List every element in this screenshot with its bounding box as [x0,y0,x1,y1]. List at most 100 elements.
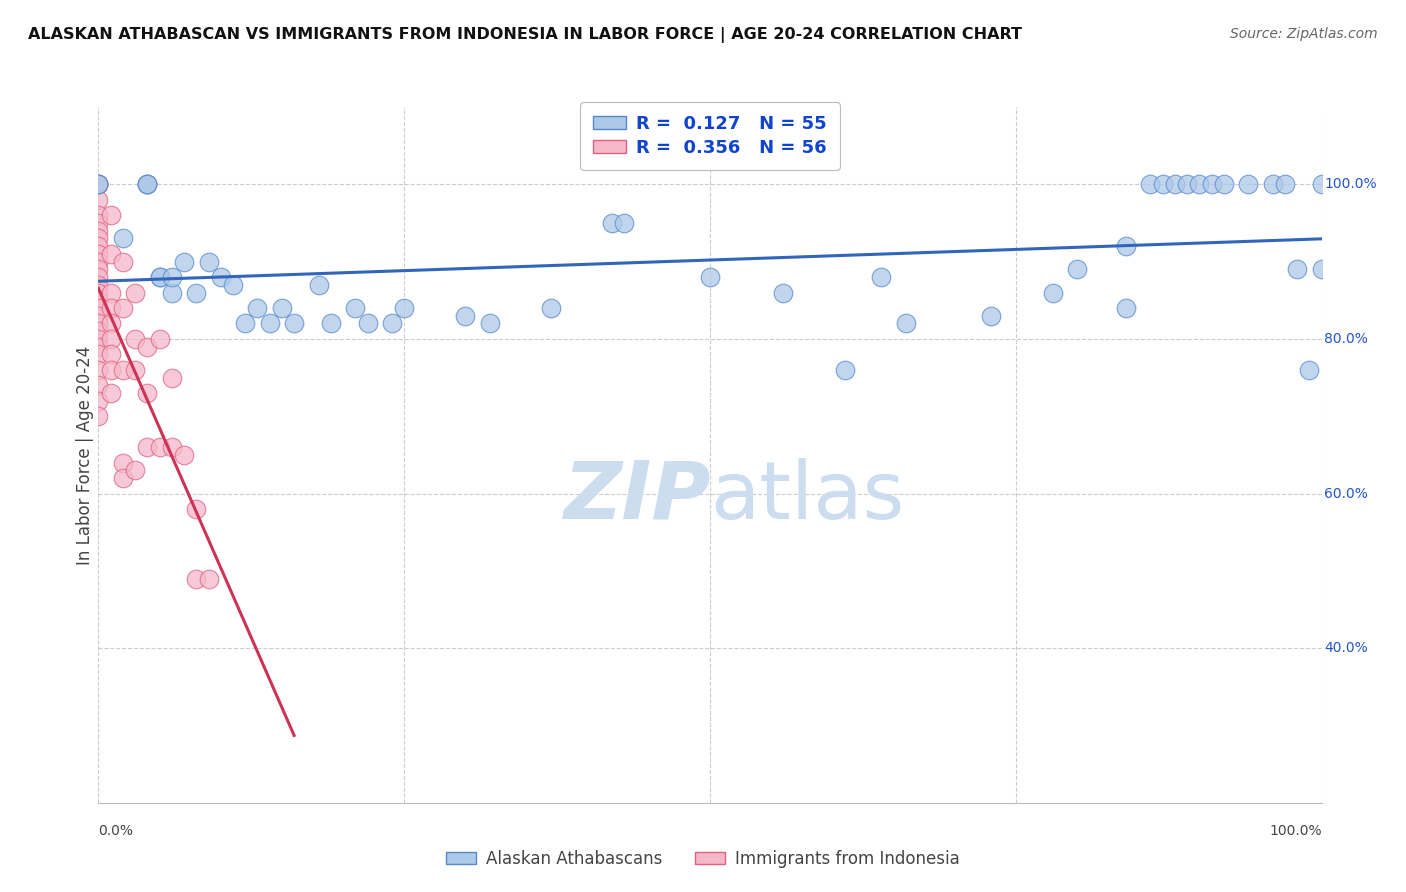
Point [1237,178,1260,192]
Point [1201,178,1223,192]
Point [980,309,1002,323]
Point [87,208,110,222]
Point [124,363,146,377]
Point [1286,262,1309,277]
Point [197,572,219,586]
Point [149,270,172,285]
Point [87,216,110,230]
Point [111,456,134,470]
Point [160,370,183,384]
Point [381,317,404,331]
Point [87,193,110,207]
Point [100,363,122,377]
Point [1261,178,1284,192]
Point [100,317,122,331]
Point [87,254,110,268]
Point [186,572,208,586]
Point [100,347,122,361]
Point [87,178,110,192]
Legend: Alaskan Athabascans, Immigrants from Indonesia: Alaskan Athabascans, Immigrants from Ind… [439,844,967,875]
Point [87,239,110,253]
Point [173,448,195,462]
Point [87,324,110,338]
Point [160,285,183,300]
Point [1310,178,1333,192]
Point [699,270,721,285]
Text: Source: ZipAtlas.com: Source: ZipAtlas.com [1230,27,1378,41]
Point [87,247,110,261]
Point [111,254,134,268]
Text: ZIP: ZIP [562,458,710,536]
Point [283,317,305,331]
Y-axis label: In Labor Force | Age 20-24: In Labor Force | Age 20-24 [76,345,94,565]
Text: 100.0%: 100.0% [1324,178,1376,192]
Point [87,277,110,292]
Point [100,301,122,315]
Point [87,332,110,346]
Point [894,317,917,331]
Point [136,340,159,354]
Point [344,301,367,315]
Point [100,332,122,346]
Point [308,277,330,292]
Point [540,301,562,315]
Point [233,317,256,331]
Point [87,378,110,392]
Point [100,247,122,261]
Point [392,301,416,315]
Point [186,502,208,516]
Text: 40.0%: 40.0% [1324,641,1368,656]
Point [270,301,294,315]
Point [87,224,110,238]
Point [1164,178,1187,192]
Point [87,178,110,192]
Point [136,440,159,454]
Point [87,301,110,315]
Point [1274,178,1296,192]
Point [160,440,183,454]
Point [160,270,183,285]
Point [87,317,110,331]
Point [173,254,195,268]
Point [870,270,893,285]
Point [1066,262,1088,277]
Point [149,332,172,346]
Point [100,386,122,401]
Point [87,178,110,192]
Point [87,178,110,192]
Point [1139,178,1161,192]
Point [613,216,636,230]
Point [600,216,623,230]
Point [124,332,146,346]
Text: 0.0%: 0.0% [98,823,134,838]
Point [319,317,342,331]
Point [87,293,110,308]
Point [87,363,110,377]
Point [87,347,110,361]
Point [454,309,477,323]
Point [136,386,159,401]
Point [1298,363,1320,377]
Point [1152,178,1174,192]
Point [87,340,110,354]
Point [186,285,208,300]
Point [87,393,110,408]
Point [87,270,110,285]
Point [111,231,134,245]
Point [100,285,122,300]
Point [87,262,110,277]
Point [149,440,172,454]
Point [87,309,110,323]
Text: 60.0%: 60.0% [1324,486,1368,500]
Point [1042,285,1064,300]
Point [356,317,378,331]
Point [1188,178,1211,192]
Point [136,178,159,192]
Point [197,254,219,268]
Point [124,285,146,300]
Point [1310,262,1333,277]
Point [222,277,245,292]
Point [111,471,134,485]
Text: atlas: atlas [710,458,904,536]
Point [259,317,281,331]
